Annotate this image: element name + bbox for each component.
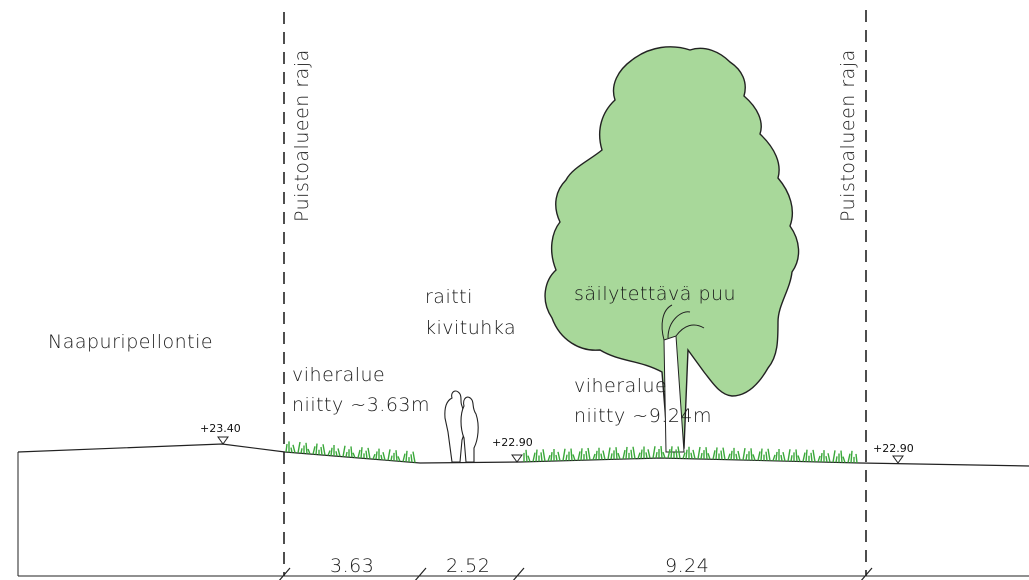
grass-strip [285,441,858,464]
green-left-label-line1: viheralue [292,364,385,386]
elevation-road: +23.40 [200,422,241,435]
green-left-label-line2: niitty ~3.63m [292,394,430,416]
triangle-down-icon [892,455,904,464]
road-label: Naapuripellontie [48,331,213,353]
pedestrians-icon [444,390,479,463]
dimension-path: 2.52 [446,555,490,577]
dimension-green-left: 3.63 [330,555,374,577]
elevation-path: +22.90 [492,436,533,449]
dimension-green-right: 9.24 [665,555,709,577]
path-label-line2: kivituhka [425,317,516,339]
triangle-down-icon [511,454,523,463]
grass-blades [285,441,416,463]
grass-blades [523,445,858,464]
tree-canopy [544,46,800,449]
elevation-right: +22.90 [873,442,914,455]
triangle-down-icon [217,436,229,445]
boundary-label-right: Puistoalueen raja [837,49,859,222]
tree-branches [661,304,705,341]
boundary-label-left: Puistoalueen raja [291,49,313,222]
path-label-line1: raitti [425,286,473,308]
tree-label: säilytettävä puu [574,283,736,305]
green-right-label-line2: niitty ~9.24m [574,405,712,427]
green-right-label-line1: viheralue [574,375,667,397]
